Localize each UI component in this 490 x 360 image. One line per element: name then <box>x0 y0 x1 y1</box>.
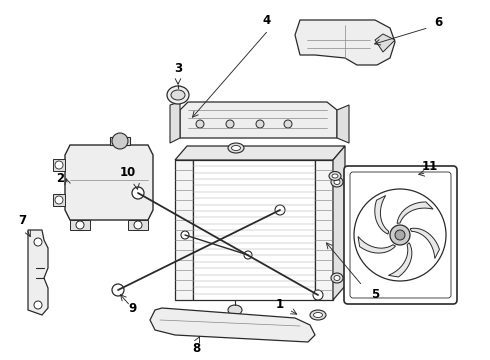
Text: 7: 7 <box>18 213 26 226</box>
Circle shape <box>390 225 410 245</box>
Polygon shape <box>375 195 389 234</box>
Text: 9: 9 <box>128 302 136 315</box>
Polygon shape <box>53 159 65 171</box>
Text: 8: 8 <box>192 342 200 355</box>
Circle shape <box>112 284 124 296</box>
Circle shape <box>181 231 189 239</box>
Polygon shape <box>170 102 180 143</box>
Ellipse shape <box>310 310 326 320</box>
Ellipse shape <box>332 174 338 178</box>
Ellipse shape <box>167 86 189 104</box>
Circle shape <box>354 189 446 281</box>
Circle shape <box>34 301 42 309</box>
Circle shape <box>275 205 285 215</box>
Text: 10: 10 <box>120 166 136 179</box>
Polygon shape <box>28 230 48 315</box>
Polygon shape <box>333 146 345 300</box>
Text: 4: 4 <box>263 13 271 27</box>
Circle shape <box>244 251 252 259</box>
Circle shape <box>55 196 63 204</box>
Polygon shape <box>397 202 433 223</box>
Circle shape <box>55 161 63 169</box>
Ellipse shape <box>331 273 343 283</box>
Polygon shape <box>175 160 193 300</box>
Polygon shape <box>358 237 395 253</box>
Polygon shape <box>375 34 395 52</box>
Text: 6: 6 <box>434 15 442 28</box>
Polygon shape <box>193 160 315 300</box>
Ellipse shape <box>329 171 341 180</box>
Polygon shape <box>410 228 440 258</box>
Text: 1: 1 <box>276 298 284 311</box>
Polygon shape <box>295 20 395 65</box>
Text: 11: 11 <box>422 159 438 172</box>
Polygon shape <box>65 145 153 220</box>
Circle shape <box>112 133 128 149</box>
Circle shape <box>134 221 142 229</box>
Polygon shape <box>110 137 130 145</box>
Polygon shape <box>389 243 412 277</box>
FancyBboxPatch shape <box>344 166 457 304</box>
Circle shape <box>132 187 144 199</box>
Ellipse shape <box>334 180 340 184</box>
Polygon shape <box>180 102 337 138</box>
Polygon shape <box>175 146 345 160</box>
Text: 3: 3 <box>174 62 182 75</box>
Ellipse shape <box>331 177 343 187</box>
Ellipse shape <box>314 312 322 318</box>
Polygon shape <box>128 220 148 230</box>
Circle shape <box>395 230 405 240</box>
Circle shape <box>34 238 42 246</box>
Ellipse shape <box>334 275 340 280</box>
Circle shape <box>284 120 292 128</box>
Polygon shape <box>315 160 333 300</box>
Ellipse shape <box>228 305 242 315</box>
Polygon shape <box>70 220 90 230</box>
Ellipse shape <box>171 90 185 100</box>
Polygon shape <box>150 308 315 342</box>
Text: 2: 2 <box>56 171 64 184</box>
Polygon shape <box>53 194 65 206</box>
Text: 5: 5 <box>371 288 379 302</box>
Polygon shape <box>337 105 349 143</box>
Circle shape <box>76 221 84 229</box>
Circle shape <box>226 120 234 128</box>
Ellipse shape <box>231 145 241 150</box>
Ellipse shape <box>228 143 244 153</box>
Circle shape <box>256 120 264 128</box>
Circle shape <box>196 120 204 128</box>
Circle shape <box>313 290 323 300</box>
FancyBboxPatch shape <box>350 172 451 298</box>
